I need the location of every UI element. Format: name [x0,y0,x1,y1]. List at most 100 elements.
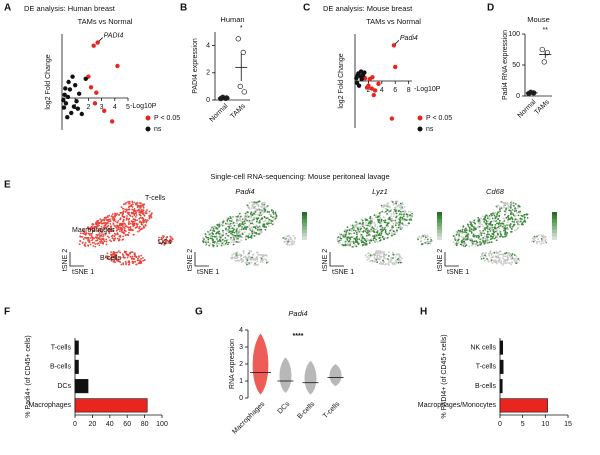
cell [116,251,119,254]
cell [506,226,508,229]
cell [143,259,146,261]
cell [209,235,212,238]
cell [139,206,142,209]
cell [462,244,465,247]
cell [256,217,259,220]
colorbar [437,212,442,216]
cell [470,231,473,233]
cell [521,215,524,218]
cell [110,235,113,238]
cell [142,206,145,209]
cell [221,238,224,241]
cell [92,223,95,226]
cell [513,223,516,226]
cell [102,227,105,229]
cell [538,234,540,237]
cell [245,238,247,241]
cell [218,242,221,245]
cell [261,261,264,263]
cell [245,235,248,238]
cell [243,221,246,224]
cell [169,235,172,238]
cell [124,260,127,263]
cell [376,226,379,228]
cell [407,210,410,213]
cell [140,202,142,205]
cell [531,240,534,243]
y-tick-label: 100 [508,31,520,38]
cell [418,235,421,238]
colorbar [437,226,442,230]
cell [148,210,151,213]
cell [233,228,235,231]
cell [265,261,268,264]
cell [248,252,250,255]
cell [226,238,229,241]
cell [267,261,269,263]
cell [231,219,234,221]
cell [354,245,356,247]
cell [461,230,463,233]
cell [469,228,471,230]
cell [459,243,462,246]
cell [113,258,116,261]
cell [506,215,509,218]
point [359,76,364,82]
cell [371,226,374,229]
cell [233,231,236,234]
cell [258,207,260,210]
cell [367,252,370,255]
cell [217,240,219,243]
cell [96,226,99,228]
cell [537,238,539,241]
cell [355,241,358,244]
cell [417,238,419,241]
cell [498,227,501,230]
cell [141,203,144,206]
cell [266,206,268,209]
cell [455,244,458,247]
cell [235,216,238,219]
cell [405,219,408,222]
cell [533,238,536,240]
cell [240,228,243,231]
cell [160,236,163,239]
cell [253,216,255,219]
cell [135,216,137,218]
cell [100,219,103,222]
cell [487,216,489,219]
tsne-x-label: tSNE 1 [447,269,469,276]
cell [128,217,131,220]
cell [122,222,124,225]
cell [113,256,116,259]
cell [236,219,238,221]
cell [250,257,253,260]
cell [490,229,493,231]
cell [460,235,463,238]
cell [238,233,241,236]
cell [476,234,479,237]
cell [90,233,93,235]
bar [499,340,504,355]
cell [540,234,543,237]
cell [396,229,398,232]
cell [544,241,547,244]
cell [157,239,160,242]
cell [115,226,118,229]
cell [511,218,514,221]
cell [238,212,241,215]
colorbar [552,233,557,237]
cell [234,252,237,255]
cell [518,259,521,262]
cell [482,254,485,257]
cell [343,236,346,238]
cell [151,212,153,215]
point [240,49,246,56]
cell [345,237,347,240]
cell [124,256,126,259]
cell [461,241,463,244]
cell [369,222,372,225]
cell [104,226,106,229]
cell [256,258,259,261]
cell [232,222,235,224]
